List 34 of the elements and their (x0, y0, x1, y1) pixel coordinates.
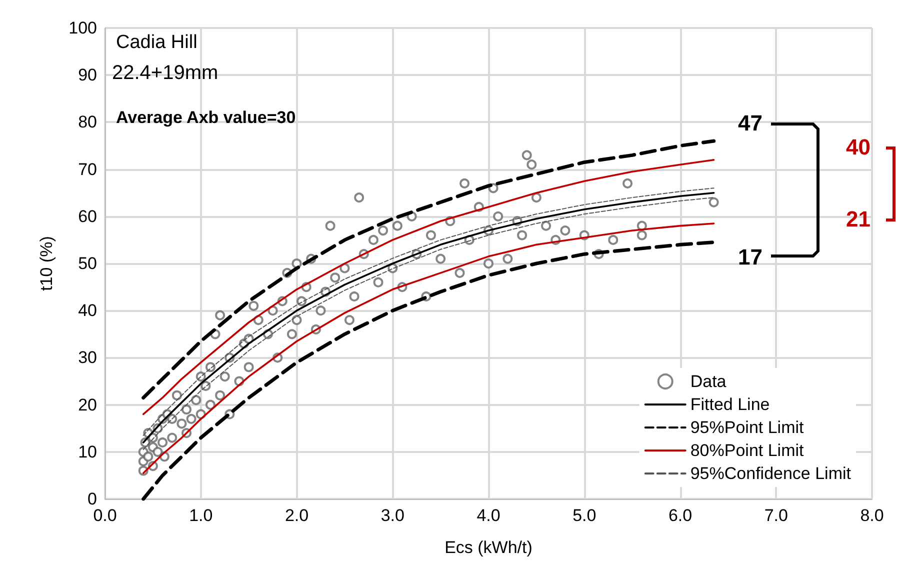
x-tick-label: 2.0 (284, 506, 309, 525)
x-tick-label: 8.0 (860, 506, 884, 525)
y-tick-label: 60 (78, 206, 97, 226)
annotation: 40 (846, 134, 870, 160)
annotation: 21 (846, 206, 870, 232)
annotation: 22.4+19mm (112, 62, 218, 84)
legend-label: 80%Point Limit (690, 441, 804, 460)
x-tick-label: 3.0 (380, 506, 404, 525)
annotation: 17 (738, 244, 762, 270)
y-tick-label: 90 (78, 66, 97, 85)
legend-label: 95%Confidence Limit (690, 464, 852, 483)
y-axis-title: t10 (%) (37, 236, 56, 291)
y-tick-label: 10 (78, 442, 97, 462)
y-tick-label: 50 (78, 254, 97, 273)
y-tick-label: 80 (78, 112, 97, 132)
x-tick-label: 7.0 (764, 506, 788, 525)
x-axis-title: Ecs (kWh/t) (444, 538, 532, 557)
y-tick-label: 40 (78, 301, 97, 320)
y-tick-label: 30 (78, 348, 97, 368)
x-tick-label: 1.0 (189, 506, 213, 525)
legend-label: Data (690, 372, 727, 391)
x-tick-label: 0.0 (93, 506, 117, 525)
y-tick-label: 0 (88, 490, 97, 508)
y-tick-label: 20 (78, 395, 97, 414)
annotation: Cadia Hill (116, 32, 198, 53)
legend-label: 95%Point Limit (690, 418, 804, 437)
x-tick-label: 4.0 (476, 506, 500, 525)
annotation: Average Axb value=30 (116, 108, 296, 127)
annotation: 47 (738, 110, 762, 136)
y-tick-label: 70 (78, 160, 97, 179)
x-tick-label: 6.0 (668, 506, 692, 525)
x-tick-label: 5.0 (572, 506, 596, 525)
legend-label: Fitted Line (690, 395, 770, 414)
y-tick-label: 100 (68, 18, 97, 38)
